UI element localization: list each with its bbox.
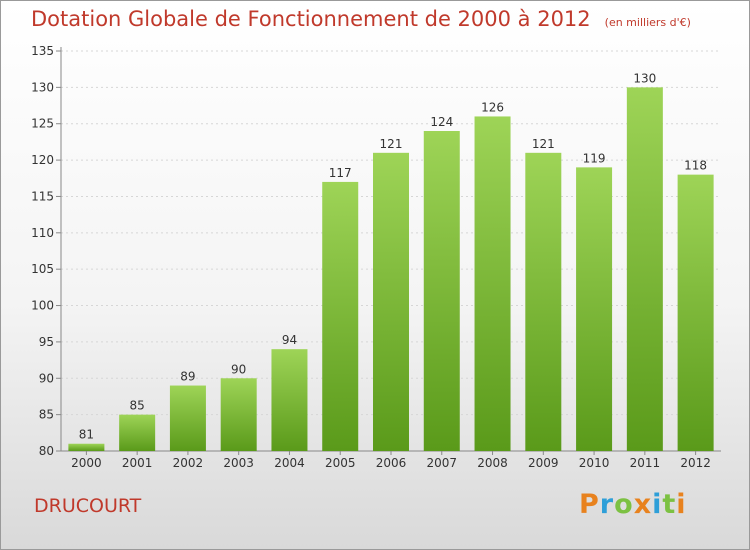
x-tick-label: 2007: [426, 456, 457, 470]
bar: [322, 181, 359, 451]
x-tick-label: 2002: [173, 456, 204, 470]
x-tick-label: 2006: [376, 456, 407, 470]
bar: [373, 152, 409, 451]
data-label: 89: [180, 370, 195, 384]
logo-letter: x: [633, 489, 653, 520]
y-tick-label: 80: [39, 444, 54, 458]
data-label: 117: [329, 166, 352, 180]
place-name: DRUCOURT: [34, 495, 142, 517]
data-label: 130: [633, 71, 656, 85]
x-tick-label: 2001: [122, 456, 153, 470]
logo-letter: P: [579, 489, 600, 520]
x-tick-label: 2011: [630, 456, 661, 470]
data-label: 121: [380, 137, 403, 151]
bar: [677, 174, 714, 452]
unit-label: (en milliers d'€): [604, 16, 691, 29]
y-tick-label: 135: [31, 44, 54, 58]
y-tick-label: 100: [31, 299, 54, 313]
x-tick-label: 2008: [477, 456, 508, 470]
bar: [525, 152, 562, 451]
proxiti-logo: Proxiti: [579, 489, 687, 520]
y-tick-label: 105: [31, 262, 54, 276]
bar: [169, 385, 206, 451]
chart-title: Dotation Globale de Fonctionnement de 20…: [31, 7, 691, 31]
y-tick-label: 85: [39, 408, 54, 422]
logo-letter: o: [614, 489, 634, 520]
x-tick-label: 2004: [274, 456, 305, 470]
y-tick-label: 115: [31, 189, 54, 203]
data-label: 119: [583, 151, 606, 165]
logo-letter: t: [662, 489, 677, 520]
x-tick-label: 2012: [680, 456, 711, 470]
logo-letter: r: [599, 489, 615, 520]
bar: [626, 87, 663, 451]
y-tick-label: 90: [39, 371, 54, 385]
bar: [576, 167, 613, 451]
x-tick-label: 2009: [528, 456, 559, 470]
y-tick-label: 110: [31, 226, 54, 240]
data-label: 90: [231, 362, 246, 376]
bar: [271, 349, 308, 451]
data-label: 121: [532, 137, 555, 151]
x-tick-label: 2000: [71, 456, 102, 470]
y-tick-label: 95: [39, 335, 54, 349]
data-label: 81: [79, 428, 94, 442]
bar: [423, 131, 460, 451]
logo-letter: i: [676, 489, 687, 520]
bar: [220, 378, 257, 451]
bar: [474, 116, 511, 452]
data-label: 124: [430, 115, 453, 129]
bar: [68, 443, 105, 451]
logo-letter: i: [652, 489, 663, 520]
data-label: 126: [481, 100, 504, 114]
x-tick-label: 2010: [579, 456, 610, 470]
bar: [119, 414, 156, 451]
x-tick-label: 2005: [325, 456, 356, 470]
y-tick-label: 120: [31, 153, 54, 167]
y-tick-label: 125: [31, 117, 54, 131]
data-label: 94: [282, 333, 297, 347]
x-tick-label: 2003: [223, 456, 254, 470]
title-text: Dotation Globale de Fonctionnement de 20…: [31, 7, 591, 31]
data-label: 85: [130, 399, 145, 413]
y-tick-label: 130: [31, 80, 54, 94]
data-label: 118: [684, 159, 707, 173]
